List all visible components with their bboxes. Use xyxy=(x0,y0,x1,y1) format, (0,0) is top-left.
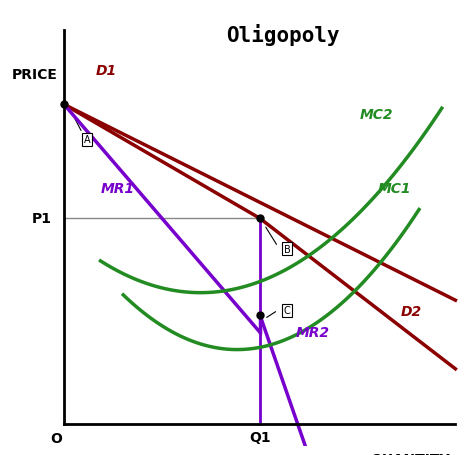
Text: Oligopoly: Oligopoly xyxy=(226,24,339,46)
Text: Q1: Q1 xyxy=(249,430,271,444)
Text: MR2: MR2 xyxy=(296,326,330,340)
Text: D1: D1 xyxy=(96,64,117,78)
Text: MR1: MR1 xyxy=(100,182,135,196)
Text: QUANTITY: QUANTITY xyxy=(370,452,450,455)
Text: O: O xyxy=(50,430,62,445)
Text: PRICE: PRICE xyxy=(12,68,58,81)
Text: D2: D2 xyxy=(401,304,422,318)
Text: C: C xyxy=(283,305,291,315)
Text: P1: P1 xyxy=(32,212,52,226)
Text: MC2: MC2 xyxy=(360,107,393,121)
Text: A: A xyxy=(83,135,90,145)
Text: MC1: MC1 xyxy=(378,182,411,196)
Text: B: B xyxy=(283,244,291,254)
